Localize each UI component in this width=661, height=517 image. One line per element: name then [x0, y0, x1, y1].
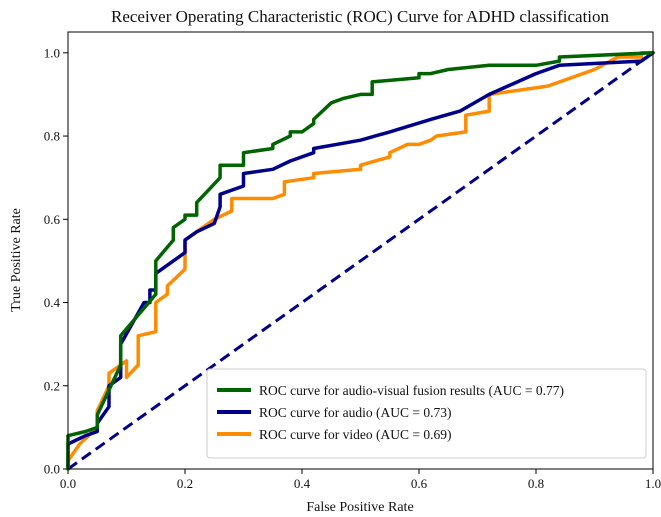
chance-reference-line — [67, 51, 654, 471]
y-tick-label: 1.0 — [44, 45, 60, 60]
legend-box — [206, 368, 647, 459]
chart-title: Receiver Operating Characteristic (ROC) … — [111, 7, 610, 26]
legend-entry-label: ROC curve for video (AUC = 0.69) — [259, 427, 451, 442]
x-tick-label: 0.2 — [177, 476, 193, 491]
x-tick-label: 0.0 — [60, 476, 76, 491]
plot-area — [66, 51, 655, 471]
x-tick-label: 0.6 — [411, 476, 428, 491]
roc-series-line-2 — [66, 51, 655, 471]
axis-ticks: 0.0 0.2 0.4 0.6 0.8 1.0 0.0 0.2 0.4 0.6 0.8 1.0 — [44, 45, 661, 491]
y-tick-label: 0.8 — [44, 129, 60, 144]
x-tick-label: 1.0 — [645, 476, 661, 491]
y-tick-label: 0.4 — [44, 295, 61, 310]
y-axis-label: True Positive Rate — [9, 208, 24, 312]
legend: ROC curve for audio-visual fusion result… — [206, 368, 647, 459]
y-tick-label: 0.2 — [44, 378, 60, 393]
x-tick-label: 0.8 — [528, 476, 544, 491]
y-tick-label: 0.6 — [44, 212, 61, 227]
x-tick-label: 0.4 — [294, 476, 311, 491]
legend-entry-label: ROC curve for audio-visual fusion result… — [259, 383, 564, 398]
x-axis-label: False Positive Rate — [306, 500, 413, 515]
y-tick-label: 0.0 — [44, 462, 60, 477]
roc-series-line-0 — [66, 51, 655, 471]
legend-entry-label: ROC curve for audio (AUC = 0.73) — [259, 405, 451, 420]
plot-frame — [67, 31, 654, 470]
